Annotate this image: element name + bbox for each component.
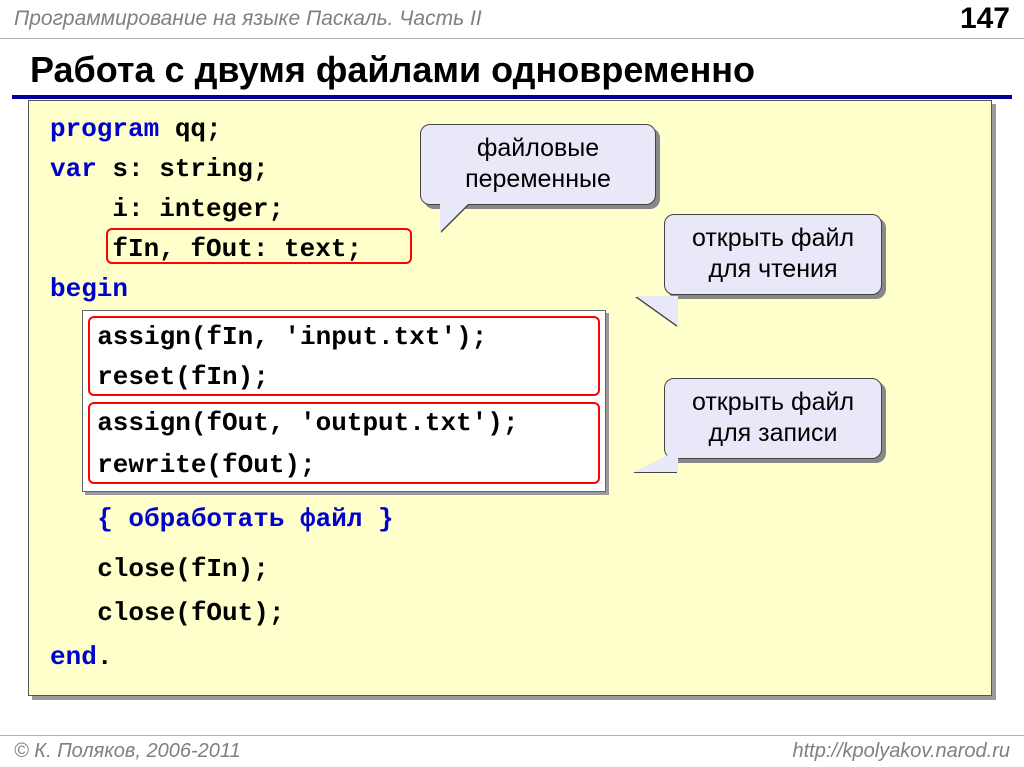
header-bar: Программирование на языке Паскаль. Часть…: [0, 0, 1024, 39]
chapter-label: Программирование на языке Паскаль. Часть…: [14, 7, 482, 31]
slide-title: Работа с двумя файлами одновременно: [0, 39, 1024, 95]
callout-file-vars-text: файловые переменные: [437, 133, 639, 196]
callout-open-write: открыть файл для записи: [664, 378, 882, 459]
callout-open-read-tail: [636, 296, 678, 326]
code-l5: begin: [50, 274, 128, 304]
callout-file-vars: файловые переменные: [420, 124, 656, 205]
code-l4: fIn, fOut: text;: [50, 234, 362, 264]
code-l8: assign(fOut, 'output.txt');: [66, 408, 518, 438]
code-l7: reset(fIn);: [66, 362, 269, 392]
callout-file-vars-tail: [440, 204, 468, 232]
footer: © К. Поляков, 2006-2011 http://kpolyakov…: [0, 735, 1024, 767]
code-l13: end.: [50, 642, 112, 672]
code-l6: assign(fIn, 'input.txt');: [66, 322, 487, 352]
callout-open-read: открыть файл для чтения: [664, 214, 882, 295]
callout-open-read-text: открыть файл для чтения: [681, 223, 865, 286]
code-l10: { обработать файл }: [66, 504, 394, 534]
footer-copyright: © К. Поляков, 2006-2011: [14, 740, 241, 763]
callout-open-write-text: открыть файл для записи: [681, 387, 865, 450]
code-l3: i: integer;: [50, 194, 284, 224]
callout-open-write-tail: [634, 450, 678, 472]
code-l11: close(fIn);: [66, 554, 269, 584]
code-l1: program qq;: [50, 114, 222, 144]
code-area: program qq; var s: string; i: integer; f…: [28, 100, 996, 700]
footer-url: http://kpolyakov.narod.ru: [792, 740, 1010, 763]
page-number: 147: [960, 2, 1010, 36]
title-underline: [12, 95, 1012, 99]
code-l2: var s: string;: [50, 154, 268, 184]
code-l9: rewrite(fOut);: [66, 450, 316, 480]
code-l12: close(fOut);: [66, 598, 284, 628]
